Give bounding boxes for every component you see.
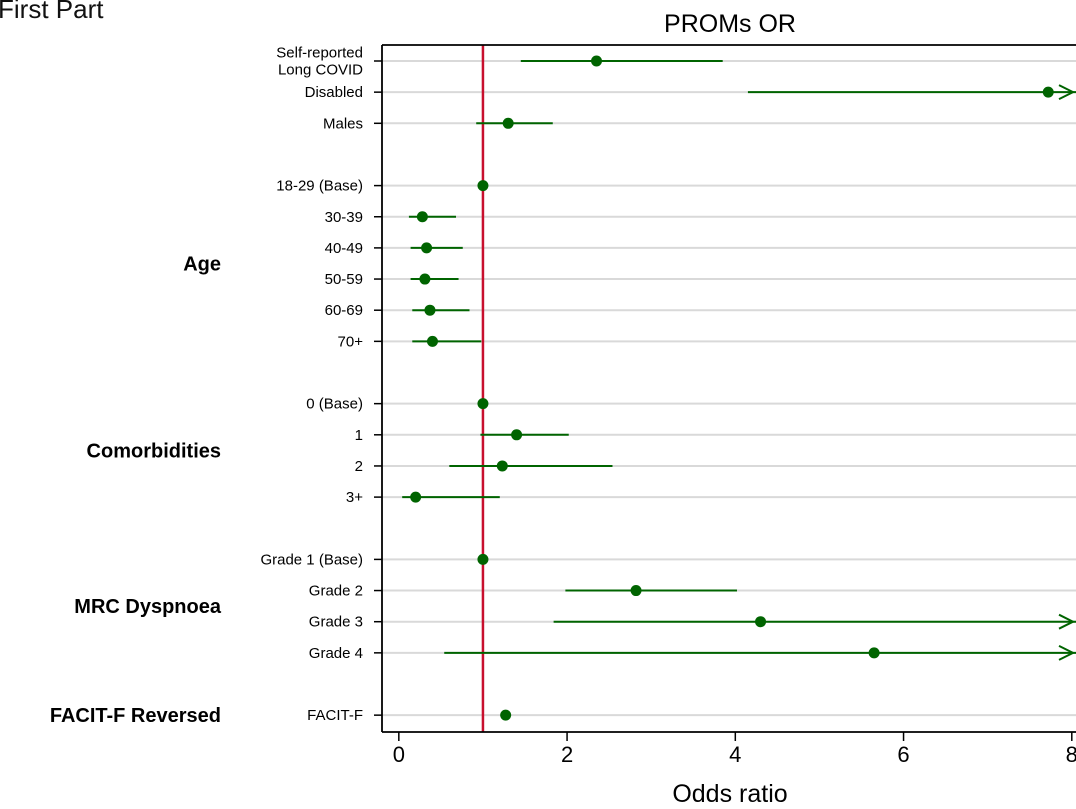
point-estimate	[868, 647, 880, 659]
corner-text: First Part	[0, 0, 104, 24]
x-tick-label: 4	[729, 742, 741, 767]
row-label: FACIT-F	[307, 707, 363, 724]
point-estimates	[410, 55, 1054, 721]
point-estimate	[477, 553, 489, 565]
point-estimate	[511, 429, 523, 441]
row-label: Self-reported	[276, 45, 363, 62]
point-estimate	[591, 55, 603, 67]
point-estimate	[496, 460, 508, 472]
row-label: 2	[355, 458, 363, 475]
x-tick-label: 8	[1066, 742, 1076, 767]
point-estimate	[424, 304, 436, 316]
point-estimate	[502, 117, 514, 129]
x-axis-label: Odds ratio	[672, 780, 787, 808]
point-estimate	[419, 273, 431, 285]
chart-title: PROMs OR	[664, 10, 796, 38]
group-label: FACIT-F Reversed	[50, 705, 221, 727]
point-estimate	[416, 211, 428, 223]
point-estimate	[421, 242, 433, 254]
confidence-intervals	[402, 60, 1076, 661]
point-estimate	[630, 585, 642, 597]
point-estimate	[1042, 86, 1054, 98]
point-estimate	[477, 398, 489, 410]
point-estimate	[410, 491, 422, 503]
grid-lines	[382, 60, 1076, 717]
ci-arrow	[1058, 644, 1076, 661]
row-label: 18-29 (Base)	[276, 178, 363, 195]
x-tick-label: 2	[561, 742, 573, 767]
row-label: 30-39	[325, 209, 363, 226]
x-tick-label: 6	[897, 742, 909, 767]
ci-arrow	[1058, 613, 1076, 630]
row-label: 3+	[346, 489, 363, 506]
row-label: Disabled	[305, 84, 363, 101]
row-label: 0 (Base)	[306, 396, 363, 413]
row-label: 70+	[338, 333, 364, 350]
row-label: Grade 3	[309, 614, 363, 631]
point-estimate	[477, 180, 489, 192]
row-label: Long COVID	[278, 62, 363, 79]
row-label: 50-59	[325, 271, 363, 288]
row-label: 40-49	[325, 240, 363, 257]
row-label: 60-69	[325, 302, 363, 319]
ci-arrow	[1058, 84, 1076, 101]
row-label: Grade 4	[309, 645, 363, 662]
group-label: Age	[183, 253, 221, 275]
row-label: Males	[323, 115, 363, 132]
row-label: 1	[355, 427, 363, 444]
group-label: Comorbidities	[87, 440, 221, 462]
row-label: Grade 2	[309, 583, 363, 600]
point-estimate	[500, 709, 512, 721]
group-label: MRC Dyspnoea	[74, 596, 222, 618]
row-label: Grade 1 (Base)	[260, 551, 363, 568]
x-tick-label: 0	[393, 742, 405, 767]
axes: 0 2 4 6 8	[374, 44, 1076, 767]
group-labels: Age Comorbidities MRC Dyspnoea FACIT-F Reve…	[50, 253, 222, 727]
point-estimate	[755, 616, 767, 628]
point-estimate	[426, 335, 438, 347]
